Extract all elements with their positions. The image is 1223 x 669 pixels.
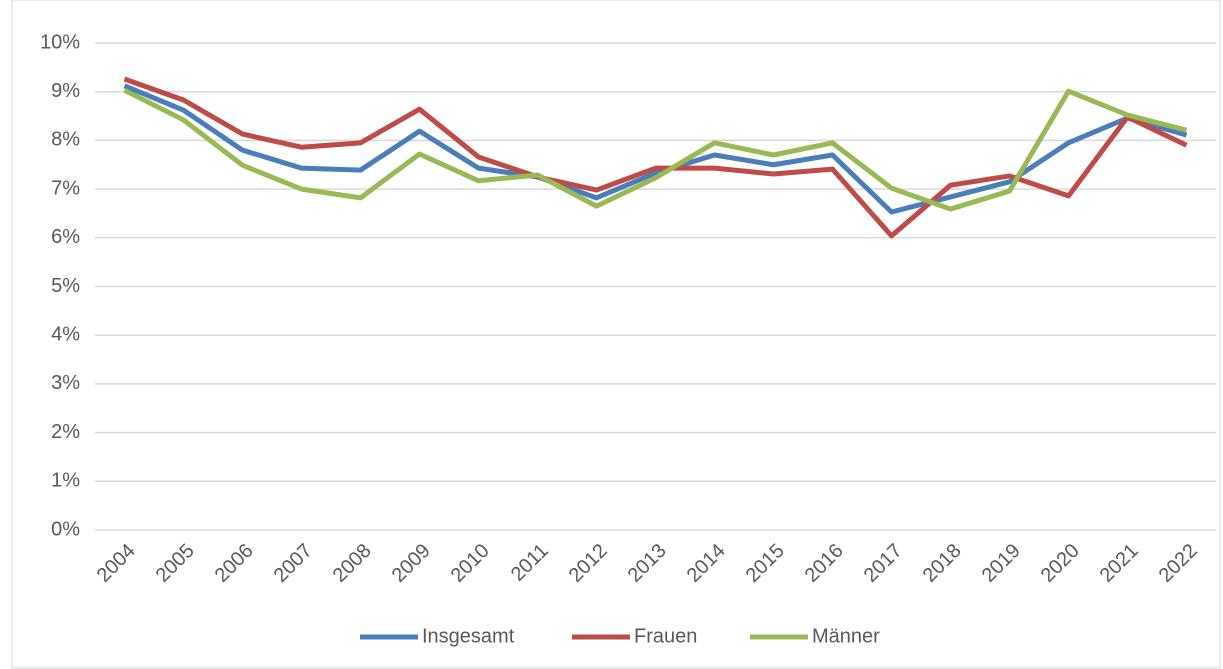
series-line [123, 83, 1188, 215]
legend-label: Insgesamt [422, 625, 515, 647]
legend-label: Frauen [634, 625, 697, 647]
y-tick-label: 4% [51, 323, 80, 345]
y-tick-label: 0% [51, 518, 80, 540]
y-tick-label: 2% [51, 421, 80, 443]
y-tick-label: 8% [51, 129, 80, 151]
series-line [123, 76, 1188, 239]
y-tick-label: 9% [51, 80, 80, 102]
y-tick-label: 7% [51, 177, 80, 199]
chart-frame [11, 0, 1221, 669]
series-line [123, 88, 1188, 212]
y-tick-label: 3% [51, 372, 80, 394]
y-tick-label: 6% [51, 226, 80, 248]
y-tick-label: 5% [51, 275, 80, 297]
y-tick-label: 10% [40, 31, 80, 53]
legend-label: Männer [812, 625, 880, 647]
y-tick-label: 1% [51, 470, 80, 492]
